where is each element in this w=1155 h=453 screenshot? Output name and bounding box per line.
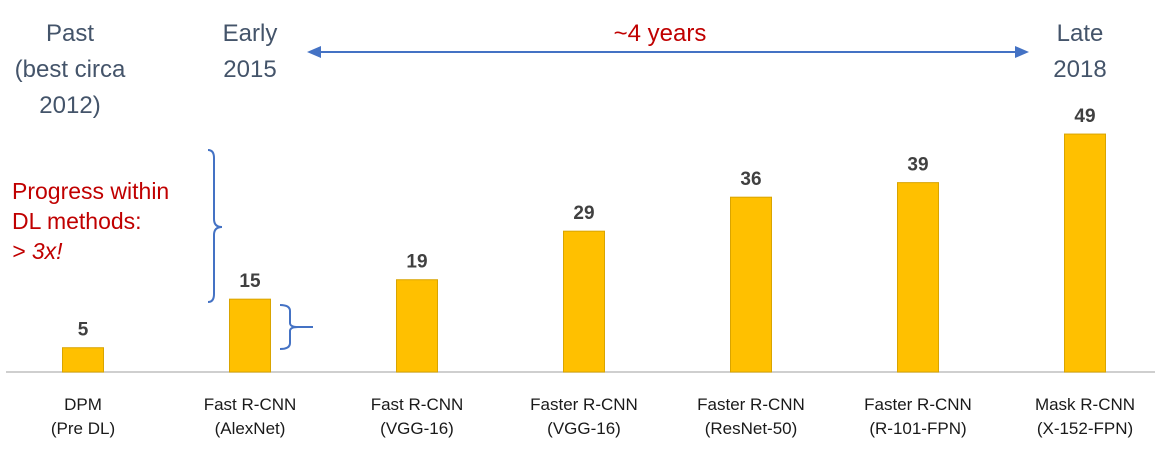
era-label-past: Past (best circa 2012): [14, 20, 126, 119]
value-label: 5: [78, 320, 89, 341]
value-label: 49: [1074, 106, 1095, 127]
time-span-label: ~4 years: [613, 20, 707, 47]
bar: [229, 298, 271, 373]
value-label: 29: [573, 203, 594, 224]
bar: [396, 279, 438, 373]
category-label: Mask R-CNN (X-152-FPN): [1000, 393, 1155, 441]
category-label: Faster R-CNN (R-101-FPN): [833, 393, 1003, 441]
category-label-line2: (AlexNet): [214, 419, 286, 438]
category-label: Fast R-CNN (AlexNet): [165, 393, 335, 441]
small-bracket-icon: [279, 304, 299, 350]
category-label-line2: (ResNet-50): [704, 419, 798, 438]
bar: [62, 347, 104, 373]
value-label: 19: [406, 252, 427, 273]
bar: [730, 196, 772, 373]
progress-annotation: Progress within DL methods: > 3x!: [12, 176, 212, 266]
category-label-line1: Fast R-CNN: [370, 395, 464, 414]
category-label-line2: (VGG-16): [380, 419, 454, 438]
category-label-line1: DPM: [64, 395, 102, 414]
progress-line-2: DL methods:: [12, 208, 142, 234]
category-label: Fast R-CNN (VGG-16): [332, 393, 502, 441]
value-label: 39: [907, 155, 928, 176]
bar: [897, 182, 939, 373]
bar: [1064, 133, 1106, 373]
value-label: 36: [740, 169, 761, 190]
category-label: DPM (Pre DL): [0, 393, 168, 441]
category-label-line1: Faster R-CNN: [864, 395, 972, 414]
category-label-line1: Faster R-CNN: [697, 395, 805, 414]
value-label: 15: [239, 271, 261, 292]
progress-line-3: > 3x!: [12, 238, 63, 264]
category-label-line2: (X-152-FPN): [1036, 419, 1134, 438]
category-label-line1: Fast R-CNN: [203, 395, 297, 414]
progress-line-1: Progress within: [12, 178, 170, 204]
category-label-line1: Mask R-CNN: [1034, 395, 1136, 414]
category-label-line2: (R-101-FPN): [869, 419, 967, 438]
bar: [563, 230, 605, 373]
era-label-early: Early 2015: [222, 20, 278, 83]
category-label: Faster R-CNN (ResNet-50): [666, 393, 836, 441]
category-label-line1: Faster R-CNN: [530, 395, 638, 414]
category-label: Faster R-CNN (VGG-16): [499, 393, 669, 441]
era-label-late: Late 2018: [1053, 20, 1107, 83]
arrowhead-left-icon: [307, 46, 321, 58]
category-label-line2: (VGG-16): [547, 419, 621, 438]
large-bracket-icon: [207, 149, 223, 303]
category-label-line2: (Pre DL): [50, 419, 116, 438]
arrowhead-right-icon: [1015, 46, 1029, 58]
